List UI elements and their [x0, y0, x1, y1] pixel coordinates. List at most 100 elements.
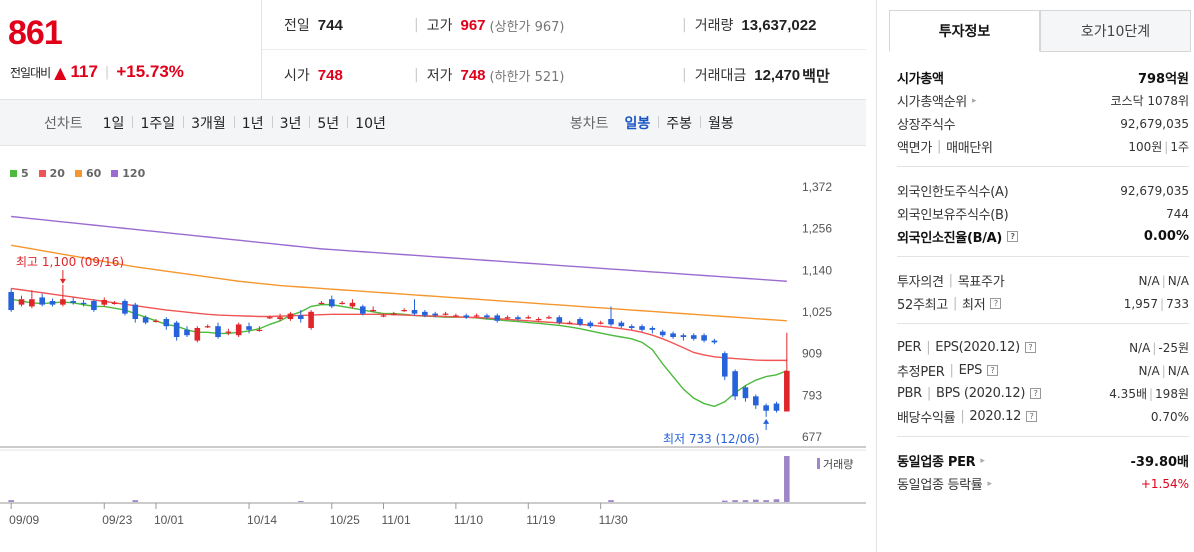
period-10y[interactable]: 10년 — [347, 113, 394, 133]
candle-body — [494, 315, 501, 321]
period-5y[interactable]: 5년 — [309, 113, 347, 133]
period-3y[interactable]: 3년 — [271, 113, 310, 133]
period-1w[interactable]: 1주일 — [132, 113, 183, 133]
legend-ma20-swatch — [38, 170, 46, 177]
candle-body — [111, 302, 118, 305]
candle-body — [463, 315, 470, 318]
info-group: 동일업종 PER ▸ -39.80배 동일업종 등락률 ▸ +1.54% — [897, 447, 1189, 503]
info-value: +1.54% — [1140, 476, 1189, 491]
amount-value: 12,470 — [754, 66, 801, 84]
period-1y[interactable]: 1년 — [233, 113, 272, 133]
candle-body — [18, 299, 25, 305]
info-key[interactable]: 시가총액순위 ▸ — [897, 95, 977, 110]
candle-body — [39, 297, 45, 305]
candle-body — [566, 322, 573, 324]
candle-body — [763, 405, 769, 411]
volume-bar — [753, 499, 759, 502]
info-row: PER | EPS(2020.12)? N/A | -25원 — [897, 336, 1189, 359]
legend-ma20: 20 — [38, 167, 65, 180]
info-row: 투자의견 | 목표주가 N/A | N/A — [897, 269, 1189, 292]
help-icon[interactable]: ? — [990, 298, 1002, 309]
candle-body — [256, 329, 263, 332]
info-tabs: 투자정보 호가10단계 — [889, 10, 1191, 52]
info-key: PBR | BPS (2020.12)? — [897, 386, 1042, 401]
price-change-label: 전일대비 — [10, 65, 51, 80]
candle-body — [29, 299, 35, 307]
info-key: 상장주식수 — [897, 118, 956, 133]
volume-bar — [732, 500, 738, 502]
candle-body — [432, 313, 438, 316]
candle-body — [318, 302, 325, 305]
help-icon[interactable]: ? — [1030, 388, 1042, 399]
info-value: N/A | N/A — [1138, 363, 1189, 378]
legend-ma120: 120 — [111, 167, 145, 180]
candle-body — [411, 310, 418, 314]
candle-body — [639, 326, 645, 330]
candle-body — [401, 310, 407, 312]
open-value: 748 — [317, 66, 343, 84]
candle-body — [422, 311, 428, 316]
prev-close-stat: 전일 744 — [284, 0, 343, 50]
candle-daily[interactable]: 일봉 — [624, 115, 651, 132]
info-key: 배당수익률 | 2020.12? — [897, 407, 1038, 426]
x-tick-label: 10/14 — [247, 513, 277, 527]
info-value: 0.70% — [1150, 409, 1189, 424]
high-annotation: 최고 1,100 (09/16) — [16, 255, 124, 269]
help-icon[interactable]: ? — [987, 365, 999, 376]
ma-line-60 — [11, 244, 787, 322]
help-icon[interactable]: ? — [1026, 411, 1038, 422]
low-value: 748 — [460, 66, 486, 84]
price-change-rate: +15.73% — [116, 62, 184, 81]
y-tick-label: 1,140 — [802, 263, 832, 277]
candle-body — [101, 299, 108, 305]
candle-body — [215, 326, 221, 337]
up-arrow-icon: ▲ — [54, 62, 67, 82]
upper-limit: (상한가 967) — [489, 19, 565, 35]
info-value: N/A | N/A — [1138, 273, 1189, 288]
candle-body — [297, 315, 304, 320]
period-1d[interactable]: 1일 — [102, 115, 125, 132]
candle-body — [556, 317, 563, 323]
x-tick-label: 09/09 — [9, 513, 39, 527]
candle-body — [525, 317, 532, 319]
candle-body — [204, 326, 211, 328]
info-value: 92,679,035 — [1120, 183, 1189, 198]
help-icon[interactable]: ? — [1024, 342, 1036, 353]
volume-bar — [784, 456, 790, 502]
period-3m[interactable]: 3개월 — [183, 113, 234, 133]
candle-body — [577, 319, 583, 325]
x-tick-label: 10/25 — [330, 513, 360, 527]
info-row: 상장주식수 92,679,035 — [897, 112, 1189, 135]
candle-monthly[interactable]: 월봉 — [700, 113, 742, 133]
candle-body — [742, 387, 749, 399]
volume-bar — [721, 500, 728, 502]
candle-body — [80, 302, 87, 305]
help-icon[interactable]: ? — [1007, 231, 1019, 242]
info-key: 추정PER | EPS? — [897, 361, 999, 380]
info-key: 외국인한도주식수(A) — [897, 185, 1009, 200]
candle-body — [349, 302, 356, 307]
info-row: 시가총액순위 ▸ 코스닥 1078위 — [897, 89, 1189, 112]
info-list: 시가총액 798억원 시가총액순위 ▸ 코스닥 1078위 상장주식수 92,679,035… — [897, 64, 1189, 513]
info-value: 1,957 | 733 — [1123, 296, 1189, 311]
candle-body — [163, 319, 170, 327]
info-row: 액면가 | 매매단위 100원 | 1주 — [897, 135, 1189, 158]
info-value: 코스닥 1078위 — [1110, 94, 1189, 108]
candlestick-chart: 5 20 60 120 1,372 1,256 1,140 1,025 909 793 67… — [0, 147, 866, 552]
candle-body — [732, 371, 738, 397]
candle-body — [287, 313, 294, 320]
info-key[interactable]: 동일업종 PER ▸ — [897, 455, 985, 470]
high-value: 967 — [460, 16, 486, 34]
candle-body — [225, 331, 232, 333]
x-tick-label: 11/30 — [599, 513, 628, 527]
y-tick-label: 677 — [802, 430, 822, 444]
chart-svg: 1,372 1,256 1,140 1,025 909 793 677 거래량 09/09 09/… — [0, 180, 866, 527]
tab-order-book[interactable]: 호가10단계 — [1040, 10, 1191, 52]
candle-weekly[interactable]: 주봉 — [658, 113, 700, 133]
x-tick-label: 09/23 — [102, 513, 132, 527]
candle-body — [515, 317, 521, 320]
candle-body — [442, 313, 449, 315]
info-key[interactable]: 동일업종 등락률 ▸ — [897, 478, 992, 493]
candle-body — [70, 301, 77, 303]
tab-investment-info[interactable]: 투자정보 — [889, 10, 1040, 52]
